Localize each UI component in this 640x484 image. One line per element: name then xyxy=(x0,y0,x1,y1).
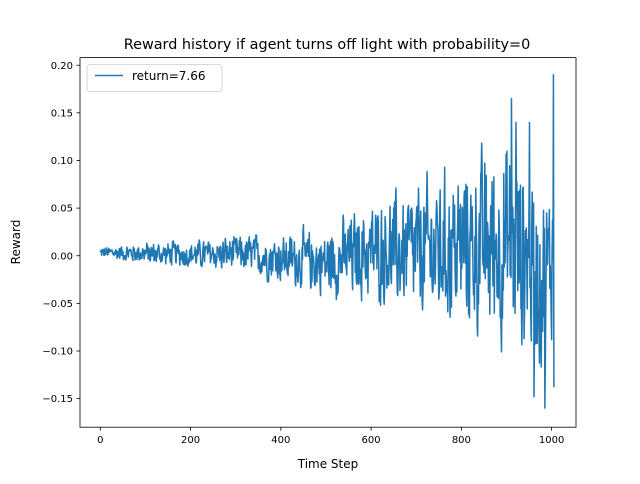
y-tick-label: −0.15 xyxy=(42,394,73,405)
y-tick-label: 0.00 xyxy=(51,251,73,262)
legend: return=7.66 xyxy=(86,64,223,92)
plot-area xyxy=(99,74,555,409)
x-tick-label: 400 xyxy=(271,435,290,446)
y-axis-label: Reward xyxy=(9,220,23,265)
series-line-return xyxy=(99,74,555,409)
y-tick-label: 0.20 xyxy=(51,61,73,72)
y-tick-label: 0.05 xyxy=(51,204,73,215)
x-tick-label: 800 xyxy=(452,435,471,446)
x-axis-label: Time Step xyxy=(297,457,359,471)
legend-box xyxy=(86,64,223,92)
y-tick-label: 0.10 xyxy=(51,156,73,167)
y-axis-ticks: −0.15 −0.10 −0.05 0.00 0.05 0.10 0.15 0.20 xyxy=(42,61,80,405)
y-tick-label: −0.10 xyxy=(42,347,73,358)
y-tick-label: −0.05 xyxy=(42,299,73,310)
x-axis-ticks: 0 200 400 600 800 1000 xyxy=(97,427,564,446)
y-tick-label: 0.15 xyxy=(51,108,73,119)
x-tick-label: 200 xyxy=(181,435,200,446)
legend-label: return=7.66 xyxy=(132,69,205,83)
x-tick-label: 0 xyxy=(97,435,103,446)
x-tick-label: 1000 xyxy=(539,435,564,446)
x-tick-label: 600 xyxy=(362,435,381,446)
axes-frame xyxy=(79,57,577,428)
chart-title: Reward history if agent turns off light … xyxy=(124,37,531,53)
